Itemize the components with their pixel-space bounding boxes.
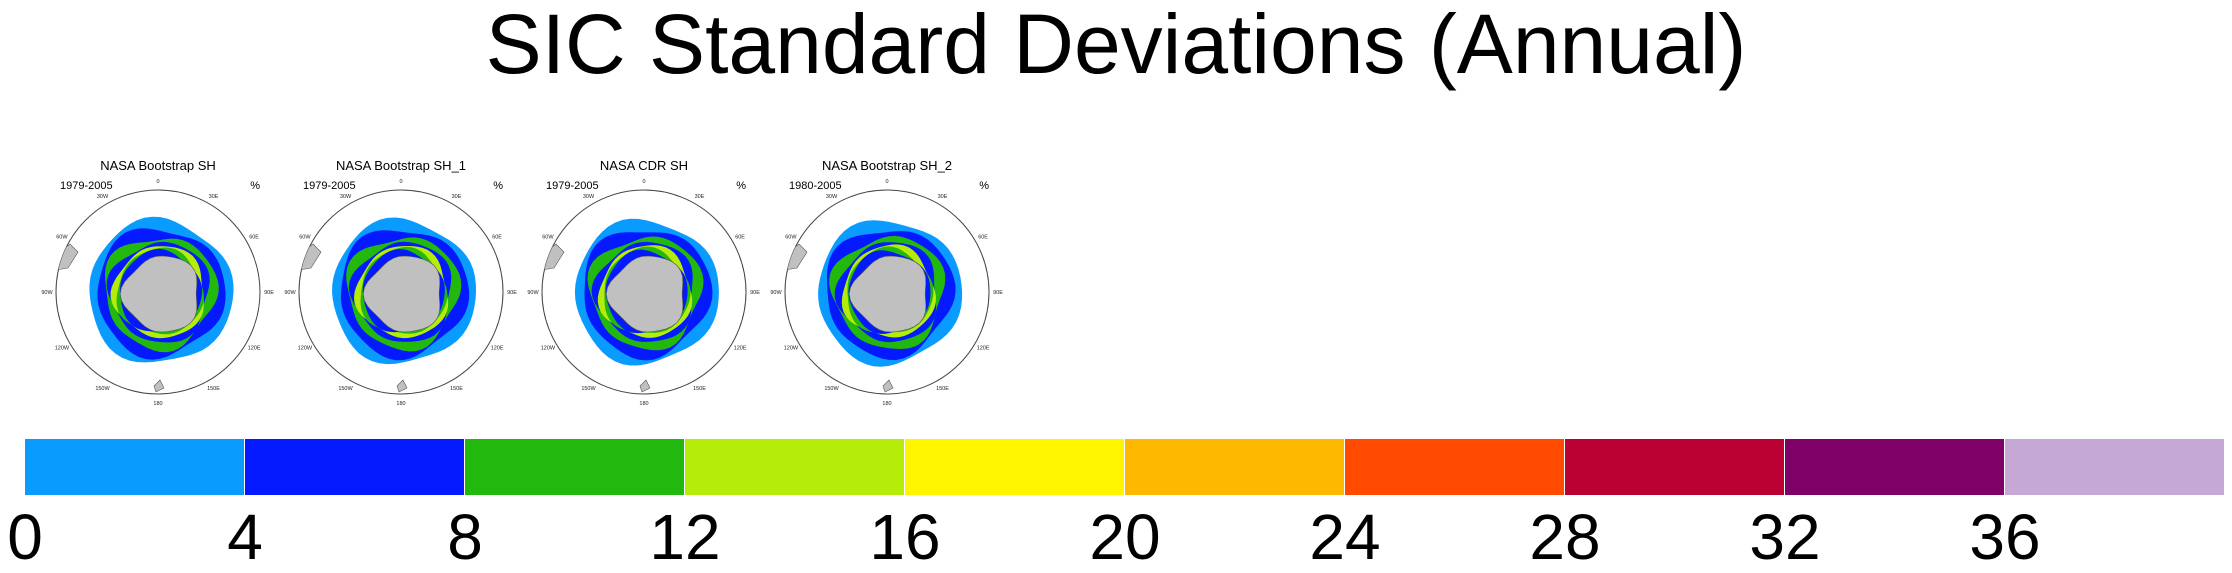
longitude-label: 120E	[734, 346, 747, 352]
colorbar-tick-label: 0	[7, 501, 43, 573]
polar-stereographic-map: 0 30E 60E 90E 120E 150E 180 150W 120W 90W 60W 30W	[770, 179, 1003, 407]
colorbar-box	[465, 439, 685, 495]
new-zealand-landmass	[396, 379, 408, 393]
colorbar-tick-label: 16	[869, 501, 941, 573]
longitude-label: 30W	[583, 194, 595, 200]
longitude-label: 150E	[450, 386, 463, 392]
longitude-label: 90E	[750, 290, 760, 296]
polar-stereographic-map: 0 30E 60E 90E 120E 150E 180 150W 120W 90W 60W 30W	[41, 179, 274, 407]
longitude-label: 0	[399, 179, 402, 185]
longitude-label: 150E	[936, 386, 949, 392]
panel-units: %	[979, 180, 989, 192]
longitude-label: 0	[885, 179, 888, 185]
longitude-label: 0	[156, 179, 159, 185]
panel-units: %	[493, 180, 503, 192]
longitude-label: 120W	[298, 346, 313, 352]
map-panel: NASA Bootstrap SH 1979-2005% 0 30E 60E 90E 120…	[38, 150, 278, 410]
longitude-label: 90E	[993, 290, 1003, 296]
antarctica-landmass	[119, 255, 198, 333]
longitude-label: 120W	[541, 346, 556, 352]
longitude-label: 60W	[785, 235, 797, 241]
antarctica-landmass	[362, 255, 441, 333]
colorbar-tick-label: 12	[649, 501, 721, 573]
longitude-label: 60W	[56, 235, 68, 241]
panel-title: NASA CDR SH	[599, 158, 689, 173]
colorbar-box	[25, 439, 245, 495]
colorbar-box	[1785, 439, 2005, 495]
longitude-label: 180	[882, 401, 891, 407]
longitude-label: 30E	[209, 194, 219, 200]
longitude-label: 60W	[542, 235, 554, 241]
panel-title: NASA Bootstrap SH_1	[335, 158, 467, 173]
longitude-label: 120W	[55, 346, 70, 352]
panel-period: 1979-2005	[60, 180, 113, 192]
antarctica-landmass	[848, 255, 927, 333]
colorbar	[25, 439, 2225, 495]
longitude-label: 120W	[784, 346, 799, 352]
longitude-label: 30W	[826, 194, 838, 200]
colorbar-tick-label: 4	[227, 501, 263, 573]
longitude-label: 90W	[527, 290, 539, 296]
longitude-label: 60W	[299, 235, 311, 241]
colorbar-tick-label: 28	[1529, 501, 1601, 573]
colorbar-box	[245, 439, 465, 495]
longitude-label: 150W	[338, 386, 353, 392]
panel-period: 1979-2005	[546, 180, 599, 192]
colorbar-box	[1125, 439, 1345, 495]
colorbar-box	[685, 439, 905, 495]
longitude-label: 30E	[938, 194, 948, 200]
longitude-label: 90W	[41, 290, 53, 296]
longitude-label: 120E	[977, 346, 990, 352]
longitude-label: 180	[396, 401, 405, 407]
longitude-label: 120E	[248, 346, 261, 352]
longitude-label: 60E	[978, 235, 988, 241]
polar-stereographic-map: 0 30E 60E 90E 120E 150E 180 150W 120W 90W 60W 30W	[284, 179, 517, 407]
longitude-label: 90W	[284, 290, 296, 296]
colorbar-tick-label: 32	[1749, 501, 1821, 573]
panel-title: NASA Bootstrap SH	[100, 158, 216, 173]
panel-period: 1980-2005	[789, 180, 842, 192]
longitude-label: 180	[153, 401, 162, 407]
longitude-label: 150W	[95, 386, 110, 392]
longitude-label: 150W	[824, 386, 839, 392]
new-zealand-landmass	[153, 379, 165, 393]
colorbar-box	[1345, 439, 1565, 495]
antarctica-landmass	[605, 255, 684, 333]
map-panel: NASA Bootstrap SH_2 1980-2005% 0 30E 60E 90E 1…	[767, 150, 1007, 410]
longitude-label: 30W	[97, 194, 109, 200]
longitude-label: 120E	[491, 346, 504, 352]
colorbar-box	[1565, 439, 1785, 495]
longitude-label: 60E	[735, 235, 745, 241]
longitude-label: 30E	[695, 194, 705, 200]
figure-title: SIC Standard Deviations (Annual)	[485, 0, 1747, 91]
longitude-label: 180	[639, 401, 648, 407]
new-zealand-landmass	[639, 379, 651, 393]
longitude-label: 150E	[693, 386, 706, 392]
colorbar-tick-label: 36	[1969, 501, 2041, 573]
longitude-label: 30W	[340, 194, 352, 200]
longitude-label: 150W	[581, 386, 596, 392]
map-panel: NASA Bootstrap SH_1 1979-2005% 0 30E 60E 90E 1…	[281, 150, 521, 410]
longitude-label: 90W	[770, 290, 782, 296]
colorbar-box	[905, 439, 1125, 495]
longitude-label: 60E	[249, 235, 259, 241]
longitude-label: 90E	[264, 290, 274, 296]
panel-units: %	[736, 180, 746, 192]
colorbar-tick-label: 24	[1309, 501, 1381, 573]
map-panel: NASA CDR SH 1979-2005% 0 30E 60E 90E 120E 150E 1…	[524, 150, 764, 410]
longitude-label: 0	[642, 179, 645, 185]
longitude-label: 150E	[207, 386, 220, 392]
colorbar-tick-label: 8	[447, 501, 483, 573]
colorbar-box	[2005, 439, 2225, 495]
panel-period: 1979-2005	[303, 180, 356, 192]
colorbar-tick-label: 20	[1089, 501, 1161, 573]
polar-stereographic-map: 0 30E 60E 90E 120E 150E 180 150W 120W 90W 60W 30W	[527, 179, 760, 407]
new-zealand-landmass	[882, 379, 894, 393]
longitude-label: 30E	[452, 194, 462, 200]
panel-units: %	[250, 180, 260, 192]
panel-title: NASA Bootstrap SH_2	[821, 158, 953, 173]
longitude-label: 60E	[492, 235, 502, 241]
longitude-label: 90E	[507, 290, 517, 296]
